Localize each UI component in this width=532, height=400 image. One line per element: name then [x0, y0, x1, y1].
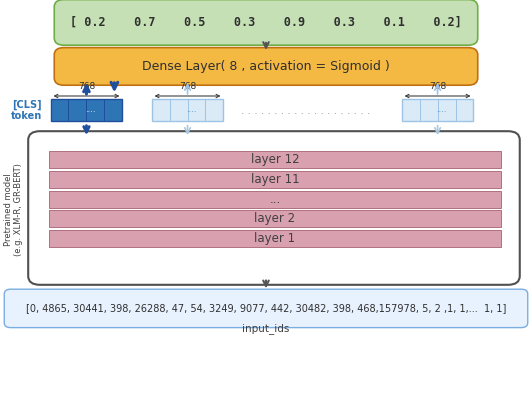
- FancyBboxPatch shape: [49, 230, 501, 247]
- FancyBboxPatch shape: [4, 289, 528, 328]
- Text: layer 12: layer 12: [251, 153, 300, 166]
- FancyBboxPatch shape: [49, 171, 501, 188]
- FancyBboxPatch shape: [54, 0, 478, 45]
- Text: ...: ...: [269, 193, 281, 206]
- FancyBboxPatch shape: [402, 99, 473, 121]
- Text: ....: ....: [85, 105, 95, 114]
- Text: [CLS]
token: [CLS] token: [11, 100, 42, 121]
- Text: Pretrained model
(e.g. XLM-R, GR-BERT): Pretrained model (e.g. XLM-R, GR-BERT): [4, 164, 23, 256]
- FancyBboxPatch shape: [28, 131, 520, 285]
- Text: input_ids: input_ids: [242, 323, 290, 334]
- Text: [0, 4865, 30441, 398, 26288, 47, 54, 3249, 9077, 442, 30482, 398, 468,157978, 5,: [0, 4865, 30441, 398, 26288, 47, 54, 324…: [26, 303, 506, 314]
- Text: ....: ....: [436, 105, 446, 114]
- FancyBboxPatch shape: [152, 99, 223, 121]
- FancyBboxPatch shape: [54, 48, 478, 85]
- FancyBboxPatch shape: [49, 191, 501, 208]
- Text: layer 1: layer 1: [254, 232, 296, 245]
- Text: 768: 768: [179, 82, 196, 91]
- Text: layer 11: layer 11: [251, 173, 300, 186]
- FancyBboxPatch shape: [49, 210, 501, 227]
- Text: . . . . . . . . . . . . . . . . . . . .: . . . . . . . . . . . . . . . . . . . .: [242, 106, 370, 116]
- Text: [ 0.2    0.7    0.5    0.3    0.9    0.3    0.1    0.2]: [ 0.2 0.7 0.5 0.3 0.9 0.3 0.1 0.2]: [70, 16, 462, 29]
- Text: 768: 768: [429, 82, 446, 91]
- Text: Dense Layer( 8 , activation = Sigmoid ): Dense Layer( 8 , activation = Sigmoid ): [142, 60, 390, 73]
- Text: ....: ....: [186, 105, 196, 114]
- FancyBboxPatch shape: [51, 99, 122, 121]
- Text: 768: 768: [78, 82, 95, 91]
- FancyBboxPatch shape: [49, 151, 501, 168]
- Text: layer 2: layer 2: [254, 212, 296, 225]
